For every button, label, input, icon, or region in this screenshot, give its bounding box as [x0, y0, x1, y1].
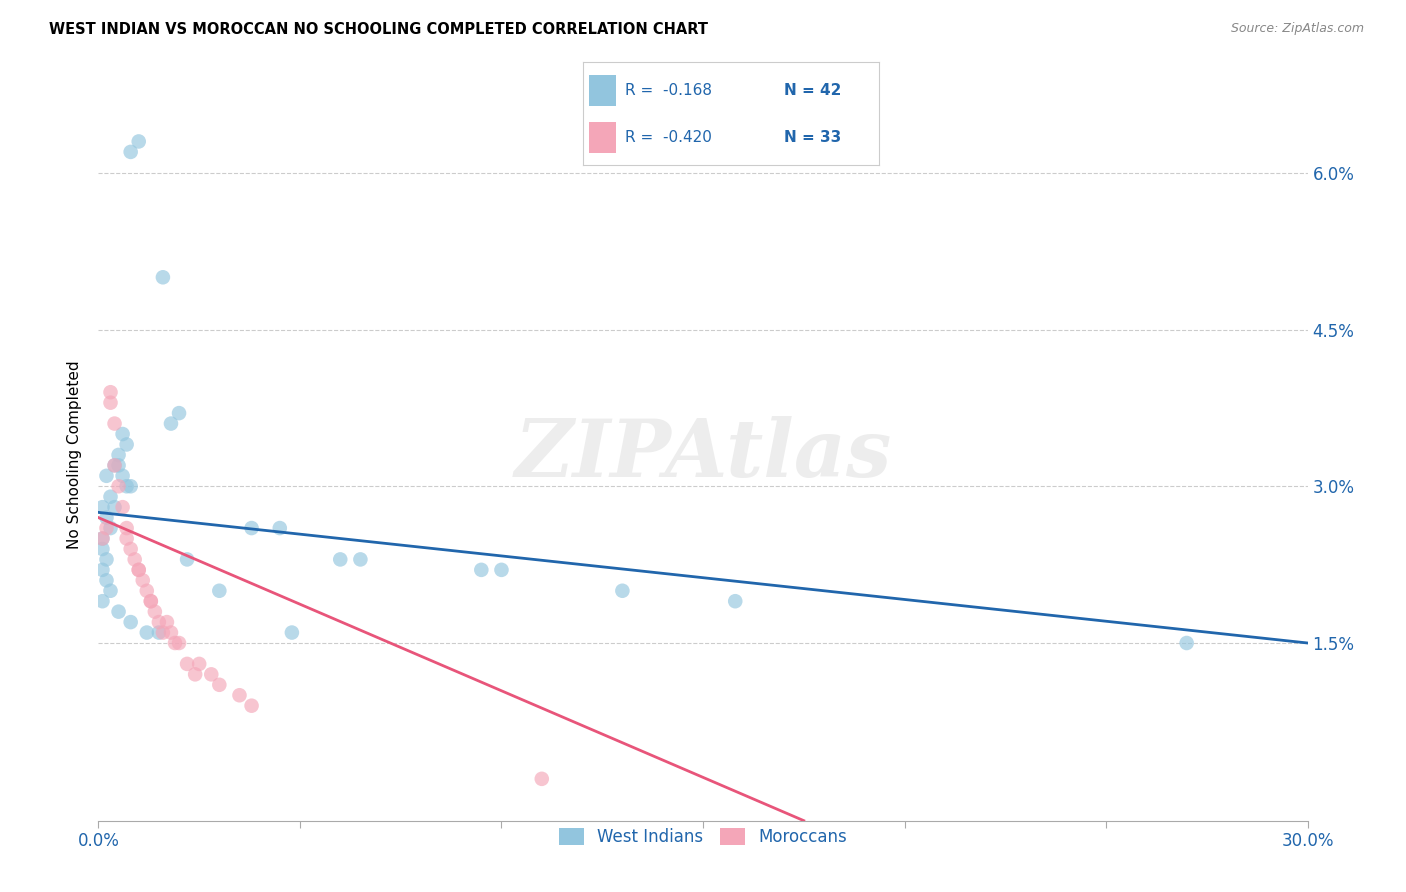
- Point: [139, 594, 162, 608]
- Point: [135, 625, 157, 640]
- Point: [96, 552, 118, 566]
- Point: [139, 594, 162, 608]
- Point: [160, 625, 183, 640]
- Point: [115, 521, 138, 535]
- Point: [349, 552, 371, 566]
- Text: R =  -0.168: R = -0.168: [624, 83, 711, 97]
- Point: [152, 625, 174, 640]
- Point: [530, 772, 553, 786]
- Point: [120, 615, 142, 629]
- Point: [1175, 636, 1198, 650]
- Point: [100, 385, 122, 400]
- Point: [103, 500, 125, 515]
- Point: [160, 417, 183, 431]
- Point: [184, 667, 207, 681]
- Point: [120, 541, 142, 556]
- Text: N = 33: N = 33: [785, 130, 842, 145]
- Point: [167, 406, 190, 420]
- FancyBboxPatch shape: [589, 122, 616, 153]
- Point: [176, 552, 198, 566]
- Legend: West Indians, Moroccans: West Indians, Moroccans: [553, 821, 853, 853]
- Point: [91, 532, 114, 546]
- Point: [228, 688, 250, 702]
- Point: [208, 678, 231, 692]
- Point: [91, 500, 114, 515]
- Point: [100, 521, 122, 535]
- Point: [103, 458, 125, 473]
- Point: [96, 521, 118, 535]
- Text: ZIPAtlas: ZIPAtlas: [515, 417, 891, 493]
- Point: [107, 458, 129, 473]
- Point: [115, 437, 138, 451]
- Point: [240, 521, 263, 535]
- Point: [148, 625, 170, 640]
- Point: [208, 583, 231, 598]
- Point: [100, 490, 122, 504]
- Text: R =  -0.420: R = -0.420: [624, 130, 711, 145]
- Point: [132, 574, 155, 588]
- Point: [100, 583, 122, 598]
- FancyBboxPatch shape: [589, 75, 616, 105]
- Point: [111, 468, 134, 483]
- Point: [91, 541, 114, 556]
- Point: [120, 479, 142, 493]
- Point: [120, 145, 142, 159]
- Point: [148, 615, 170, 629]
- Point: [111, 500, 134, 515]
- Text: Source: ZipAtlas.com: Source: ZipAtlas.com: [1230, 22, 1364, 36]
- Point: [103, 417, 125, 431]
- Point: [96, 468, 118, 483]
- Point: [724, 594, 747, 608]
- Point: [115, 532, 138, 546]
- Point: [163, 636, 186, 650]
- Text: N = 42: N = 42: [785, 83, 842, 97]
- Point: [176, 657, 198, 671]
- Point: [200, 667, 222, 681]
- Point: [124, 552, 146, 566]
- Point: [329, 552, 352, 566]
- Text: WEST INDIAN VS MOROCCAN NO SCHOOLING COMPLETED CORRELATION CHART: WEST INDIAN VS MOROCCAN NO SCHOOLING COM…: [49, 22, 709, 37]
- Point: [156, 615, 179, 629]
- Point: [281, 625, 304, 640]
- Point: [491, 563, 513, 577]
- Point: [96, 574, 118, 588]
- Point: [143, 605, 166, 619]
- Point: [91, 532, 114, 546]
- Point: [167, 636, 190, 650]
- Point: [152, 270, 174, 285]
- Point: [115, 479, 138, 493]
- Point: [91, 563, 114, 577]
- Point: [128, 135, 150, 149]
- Point: [111, 427, 134, 442]
- Point: [103, 458, 125, 473]
- Point: [135, 583, 157, 598]
- Point: [107, 479, 129, 493]
- Point: [128, 563, 150, 577]
- Point: [96, 510, 118, 524]
- Point: [128, 563, 150, 577]
- Point: [470, 563, 492, 577]
- Y-axis label: No Schooling Completed: No Schooling Completed: [67, 360, 83, 549]
- Point: [240, 698, 263, 713]
- Point: [107, 605, 129, 619]
- Point: [269, 521, 291, 535]
- Point: [100, 395, 122, 409]
- Point: [188, 657, 211, 671]
- Point: [612, 583, 634, 598]
- Point: [107, 448, 129, 462]
- Point: [91, 594, 114, 608]
